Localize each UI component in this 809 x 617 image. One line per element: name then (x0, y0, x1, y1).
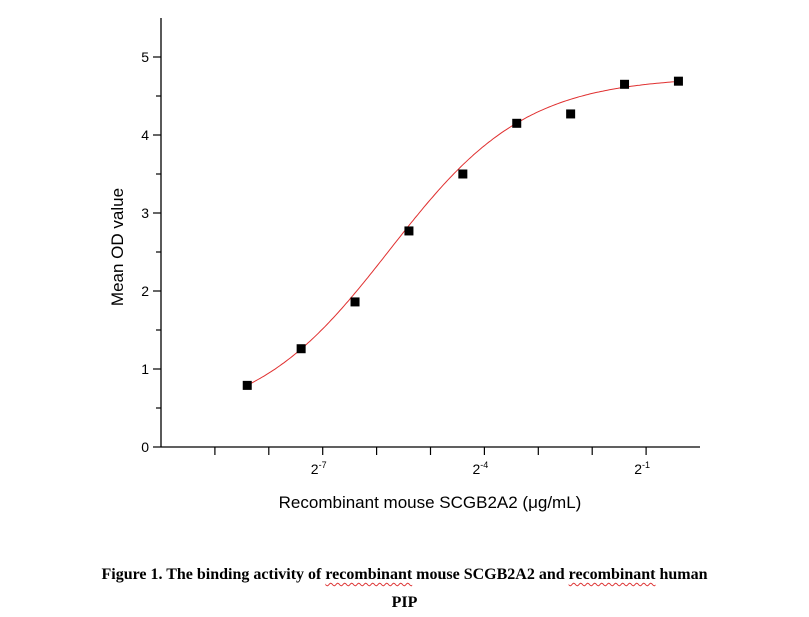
data-point (620, 79, 630, 89)
data-point (566, 109, 576, 119)
caption-mid: mouse SCGB2A2 and (412, 566, 569, 583)
data-marks (242, 76, 683, 390)
x-axis-title: Recombinant mouse SCGB2A2 (μg/mL) (279, 493, 582, 512)
x-tick-label: 2-7 (311, 460, 327, 477)
axes: 0 1 2 3 4 5 2-7 2-4 2-1 (141, 18, 700, 477)
y-axis-title: Mean OD value (108, 188, 127, 306)
caption-prefix: Figure 1. The binding activity of (101, 566, 326, 583)
y-tick-label: 4 (141, 127, 149, 143)
data-point (296, 344, 306, 354)
figure-caption: Figure 1. The binding activity of recomb… (0, 561, 809, 617)
data-point (673, 76, 683, 86)
y-tick-label: 5 (141, 49, 149, 65)
y-tick-label: 0 (141, 439, 149, 455)
data-point (404, 226, 414, 236)
fit-curve (246, 81, 679, 386)
data-point (350, 297, 360, 307)
y-tick-label: 3 (141, 205, 149, 221)
x-tick-label: 2-1 (634, 460, 650, 477)
caption-word-recombinant-2: recombinant (568, 566, 656, 583)
caption-word-recombinant-1: recombinant (325, 566, 413, 583)
chart: 0 1 2 3 4 5 2-7 2-4 2-1 Recombinant mouse SCGB2A… (108, 18, 700, 512)
data-point (458, 169, 468, 179)
x-tick-label: 2-4 (472, 460, 488, 477)
caption-line2: PIP (391, 594, 418, 611)
data-point (242, 380, 252, 390)
y-tick-label: 1 (141, 361, 149, 377)
data-point (512, 118, 522, 128)
y-tick-label: 2 (141, 283, 149, 299)
caption-suffix: human (655, 566, 708, 583)
